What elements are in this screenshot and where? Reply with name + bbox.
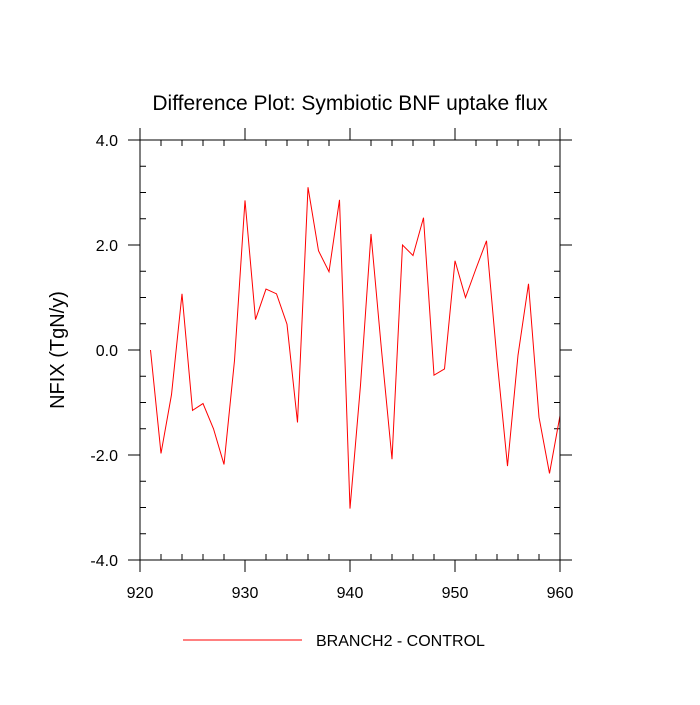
major-ticks — [128, 128, 572, 572]
series-layer — [150, 187, 561, 509]
x-tick-label: 960 — [547, 585, 574, 602]
legend: BRANCH2 - CONTROL — [183, 633, 485, 650]
tick-labels: 920 930 940 950 960 -4.0 -2.0 0.0 2.0 4.0 — [90, 133, 573, 602]
legend-label: BRANCH2 - CONTROL — [316, 633, 485, 650]
x-tick-label: 950 — [442, 585, 469, 602]
y-tick-label: -4.0 — [90, 553, 118, 570]
y-tick-label: -2.0 — [90, 448, 118, 465]
y-tick-label: 4.0 — [96, 133, 118, 150]
chart-title: Difference Plot: Symbiotic BNF uptake fl… — [152, 92, 548, 115]
x-tick-label: 930 — [232, 585, 259, 602]
minor-ticks — [140, 140, 560, 560]
y-tick-label: 0.0 — [96, 343, 118, 360]
x-tick-label: 940 — [337, 585, 364, 602]
y-tick-label: 2.0 — [96, 238, 118, 255]
series-line-branch2-minus-control — [150, 187, 561, 509]
x-tick-label: 920 — [127, 585, 154, 602]
plot-frame — [139, 139, 561, 561]
y-axis-label: NFIX (TgN/y) — [47, 291, 69, 409]
